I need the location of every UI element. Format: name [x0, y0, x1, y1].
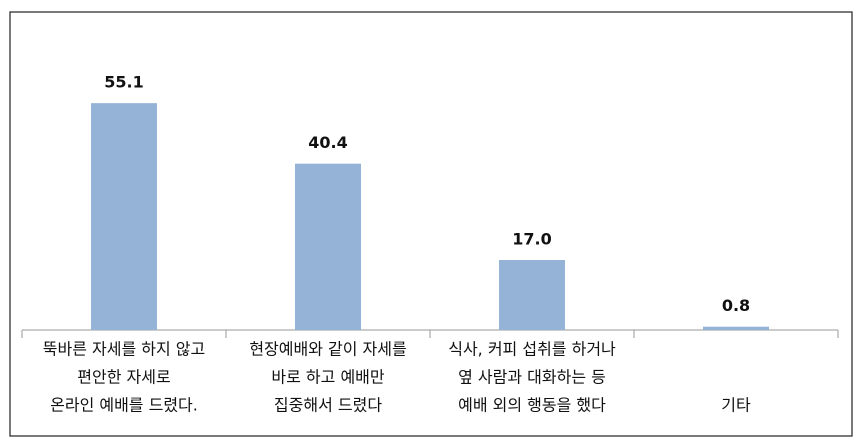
x-tick-label: 뚝바른 자세를 하지 않고 — [43, 340, 205, 359]
x-tick-label: 바로 하고 예배만 — [271, 368, 384, 387]
value-label: 17.0 — [512, 230, 551, 249]
value-label: 40.4 — [308, 133, 347, 152]
x-tick-label: 온라인 예배를 드렸다. — [50, 396, 198, 415]
x-tick-label: 식사, 커피 섭취를 하거나 — [448, 340, 616, 359]
bar — [91, 103, 157, 331]
x-tick-label: 예배 외의 행동을 했다 — [458, 396, 606, 415]
x-tick-label: 편안한 자세로 — [77, 368, 170, 387]
bar — [703, 326, 769, 330]
bar — [499, 260, 565, 330]
x-tick-label: 기타 — [721, 396, 751, 415]
value-label: 0.8 — [722, 296, 750, 315]
x-tick-label: 집중해서 드렸다 — [274, 396, 382, 415]
chart-frame — [9, 11, 853, 437]
x-tick-label: 현장예배와 같이 자세를 — [249, 340, 406, 359]
bar — [295, 163, 361, 330]
x-tick-label: 옆 사람과 대화하는 등 — [458, 368, 606, 387]
value-label: 55.1 — [104, 73, 143, 92]
